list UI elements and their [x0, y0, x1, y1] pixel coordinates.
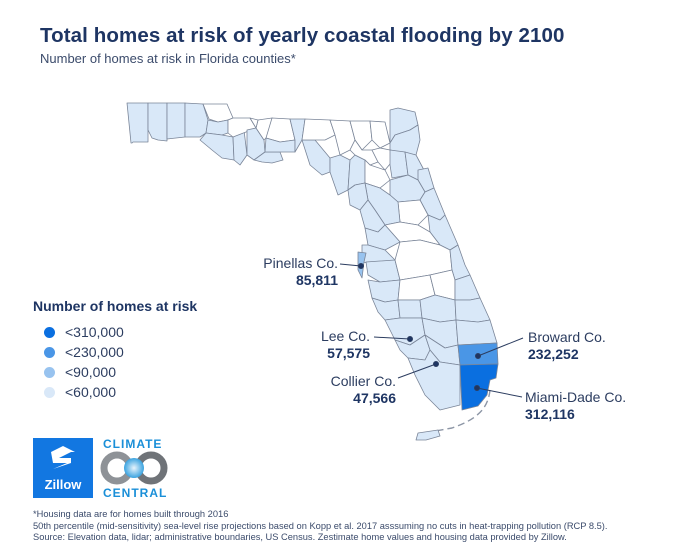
leader-miami-dade — [476, 387, 523, 398]
county-name: Pinellas Co. — [263, 255, 338, 271]
label-pinellas: Pinellas Co. 85,811 — [240, 255, 338, 289]
legend: <310,000 <230,000 <90,000 <60,000 — [44, 322, 124, 402]
legend-label: <310,000 — [65, 324, 124, 340]
florida-keys — [429, 389, 491, 433]
legend-label: <90,000 — [65, 364, 116, 380]
county-region — [419, 294, 457, 323]
marker-lee — [407, 336, 413, 342]
zillow-house-icon — [51, 446, 75, 469]
county-name: Broward Co. — [528, 329, 606, 345]
florida-keys-islands — [415, 429, 441, 441]
county-value: 85,811 — [295, 272, 338, 288]
county-region — [389, 124, 421, 156]
label-collier: Collier Co. 47,566 — [296, 373, 396, 407]
label-broward: Broward Co. 232,252 — [528, 329, 606, 363]
climate-central-wordmark-top: CLIMATE — [103, 437, 163, 451]
county-region — [455, 319, 498, 346]
zillow-logo: Zillow — [33, 438, 93, 498]
county-collier — [407, 349, 461, 411]
county-region — [349, 120, 373, 151]
county-region — [199, 132, 235, 161]
climate-central-wordmark-bottom: CENTRAL — [103, 486, 168, 500]
label-lee: Lee Co. 57,575 — [290, 328, 370, 362]
footnotes: *Housing data are for homes built throug… — [33, 509, 607, 544]
county-value: 47,566 — [353, 390, 396, 406]
county-region — [205, 119, 229, 136]
footnote-source: Source: Elevation data, lidar; administr… — [33, 532, 567, 542]
chart-title: Total homes at risk of yearly coastal fl… — [40, 24, 565, 47]
county-region — [454, 297, 491, 323]
legend-swatch — [44, 366, 55, 378]
footnote-housing: *Housing data are for homes built throug… — [33, 509, 229, 519]
county-value: 57,575 — [327, 345, 370, 361]
county-region — [389, 149, 409, 179]
county-region — [397, 299, 423, 319]
county-region — [289, 118, 306, 153]
county-region — [166, 102, 186, 140]
legend-item: <90,000 — [44, 362, 124, 382]
leader-collier — [397, 363, 437, 379]
leader-lee — [373, 336, 411, 340]
label-miami-dade: Miami-Dade Co. 312,116 — [525, 389, 626, 423]
county-region — [249, 117, 259, 129]
marker-broward — [475, 353, 481, 359]
legend-swatch — [44, 326, 55, 338]
county-value: 232,252 — [528, 346, 579, 362]
leader-pinellas — [339, 263, 362, 267]
marker-collier — [433, 361, 439, 367]
county-value: 312,116 — [525, 406, 575, 422]
marker-pinellas — [358, 263, 364, 269]
county-region — [301, 118, 336, 141]
county-region — [365, 259, 401, 283]
legend-item: <60,000 — [44, 382, 124, 402]
chart-subtitle: Number of homes at risk in Florida count… — [40, 51, 296, 66]
legend-item: <310,000 — [44, 322, 124, 342]
marker-miami-dade — [474, 385, 480, 391]
county-region — [329, 154, 351, 196]
legend-swatch — [44, 346, 55, 358]
county-name: Lee Co. — [320, 328, 370, 344]
county-region — [126, 102, 149, 144]
legend-item: <230,000 — [44, 342, 124, 362]
legend-label: <230,000 — [65, 344, 124, 360]
county-region — [369, 120, 391, 149]
county-region — [301, 139, 331, 176]
legend-swatch — [44, 386, 55, 398]
county-name: Miami-Dade Co. — [525, 389, 627, 405]
county-name: Collier Co. — [330, 373, 396, 389]
county-region — [454, 274, 481, 301]
legend-title: Number of homes at risk — [33, 298, 198, 314]
climate-central-rings-icon — [100, 451, 168, 485]
footnote-projection: 50th percentile (mid-sensitivity) sea-le… — [33, 520, 608, 531]
legend-label: <60,000 — [65, 384, 116, 400]
zillow-wordmark: Zillow — [44, 477, 82, 492]
leader-broward — [477, 337, 524, 357]
county-region — [147, 102, 168, 142]
